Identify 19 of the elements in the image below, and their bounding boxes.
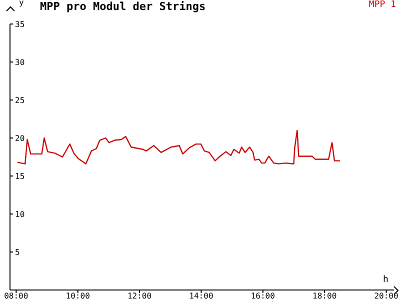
y-tick-label: 15 [15, 172, 25, 181]
x-tick-label: 14:00 [189, 292, 214, 300]
x-axis-title: h [383, 275, 388, 285]
x-tick-label: 10:00 [66, 292, 90, 300]
x-tick-label: 18:00 [312, 292, 337, 300]
y-tick-label: 30 [15, 58, 25, 67]
chart-title: MPP pro Modul der Strings [40, 0, 206, 13]
x-tick-label: 16:00 [250, 292, 276, 300]
x-tick-label: 20:00 [374, 292, 399, 300]
y-tick-label: 10 [15, 210, 25, 219]
y-axis-title: y [19, 0, 24, 7]
x-tick-label: 12:00 [127, 292, 152, 300]
line-series [16, 130, 341, 164]
y-tick-label: 20 [15, 134, 25, 143]
text: MPP 1 [368, 0, 396, 10]
y-tick-label: 5 [15, 248, 20, 257]
x-tick-label: 08:00 [4, 292, 28, 300]
y-tick-label: 35 [15, 20, 25, 29]
y-tick-label: 25 [15, 96, 25, 105]
